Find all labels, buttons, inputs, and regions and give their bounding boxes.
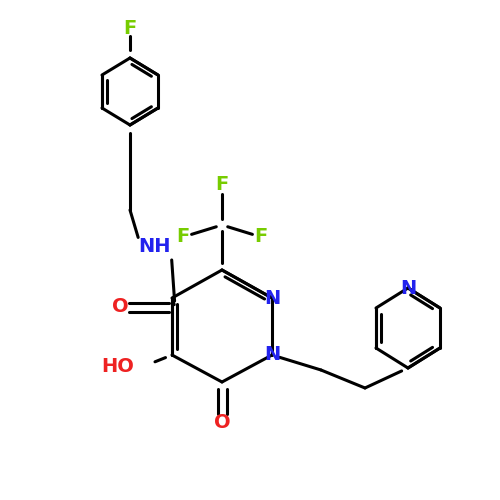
Text: O: O <box>112 298 128 316</box>
Text: F: F <box>216 176 228 195</box>
Text: N: N <box>400 278 416 297</box>
Text: F: F <box>176 228 190 246</box>
Text: HO: HO <box>102 358 134 376</box>
Text: N: N <box>264 346 280 364</box>
Text: F: F <box>124 18 136 38</box>
Text: NH: NH <box>139 238 171 256</box>
Text: O: O <box>214 414 230 432</box>
Text: N: N <box>264 288 280 308</box>
Text: F: F <box>254 228 268 246</box>
